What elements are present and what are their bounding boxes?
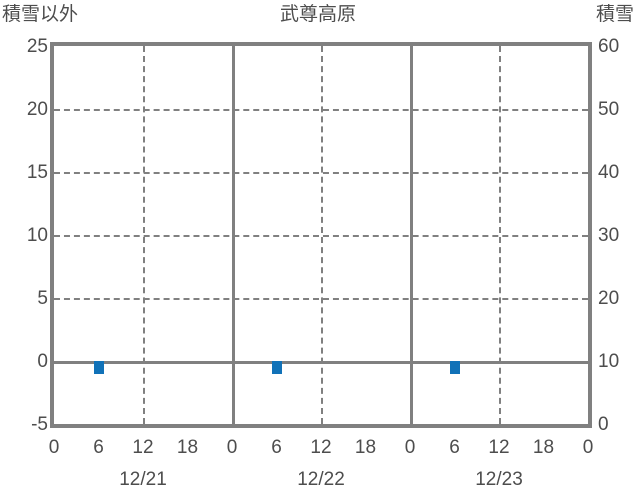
bar [449,361,460,374]
left-axis-tick-label: 15 [26,162,48,183]
right-axis-tick-label: 60 [598,36,620,57]
right-axis-tick-label: 50 [598,99,620,120]
x-axis-tick-label: 12 [132,437,154,458]
plot-area [50,42,592,428]
gridline-vertical [321,46,323,424]
x-axis-tick-label: 0 [582,437,594,458]
x-axis-tick-label: 0 [226,437,238,458]
x-axis-day-label: 12/22 [297,469,345,490]
day-boundary-line [410,46,413,424]
x-axis-tick-label: 12 [488,437,510,458]
bar [271,361,282,374]
x-axis-tick-label: 6 [449,437,460,458]
x-axis-tick-label: 6 [271,437,282,458]
gridline-vertical [143,46,145,424]
bar [93,361,104,374]
right-axis-tick-label: 20 [598,288,620,309]
right-axis-tick-label: 30 [598,225,620,246]
left-axis-tick-label: 0 [37,351,48,372]
x-axis-tick-label: 0 [48,437,60,458]
left-axis-tick-label: 25 [26,36,48,57]
left-axis-tick-label: 5 [37,288,48,309]
right-axis-tick-label: 40 [598,162,620,183]
x-axis-day-label: 12/23 [475,469,523,490]
gridline-vertical [499,46,501,424]
x-axis-tick-label: 18 [176,437,199,458]
right-axis-tick-label: 10 [598,351,620,372]
left-axis-tick-label: -5 [31,414,48,435]
left-axis-tick-label: 10 [26,225,48,246]
x-axis-tick-label: 6 [93,437,104,458]
day-boundary-line [232,46,235,424]
left-axis-tick-label: 20 [26,99,48,120]
x-axis-day-label: 12/21 [119,469,167,490]
x-axis-tick-label: 18 [532,437,555,458]
chart-title: 武尊高原 [279,4,356,25]
plot-inner [54,46,588,424]
x-axis-tick-label: 18 [354,437,377,458]
x-axis-tick-label: 12 [310,437,332,458]
x-axis-tick-label: 0 [404,437,416,458]
right-axis-title: 積雪 [595,4,634,25]
left-axis-title: 積雪以外 [2,4,79,25]
right-axis-tick-label: 0 [598,414,609,435]
